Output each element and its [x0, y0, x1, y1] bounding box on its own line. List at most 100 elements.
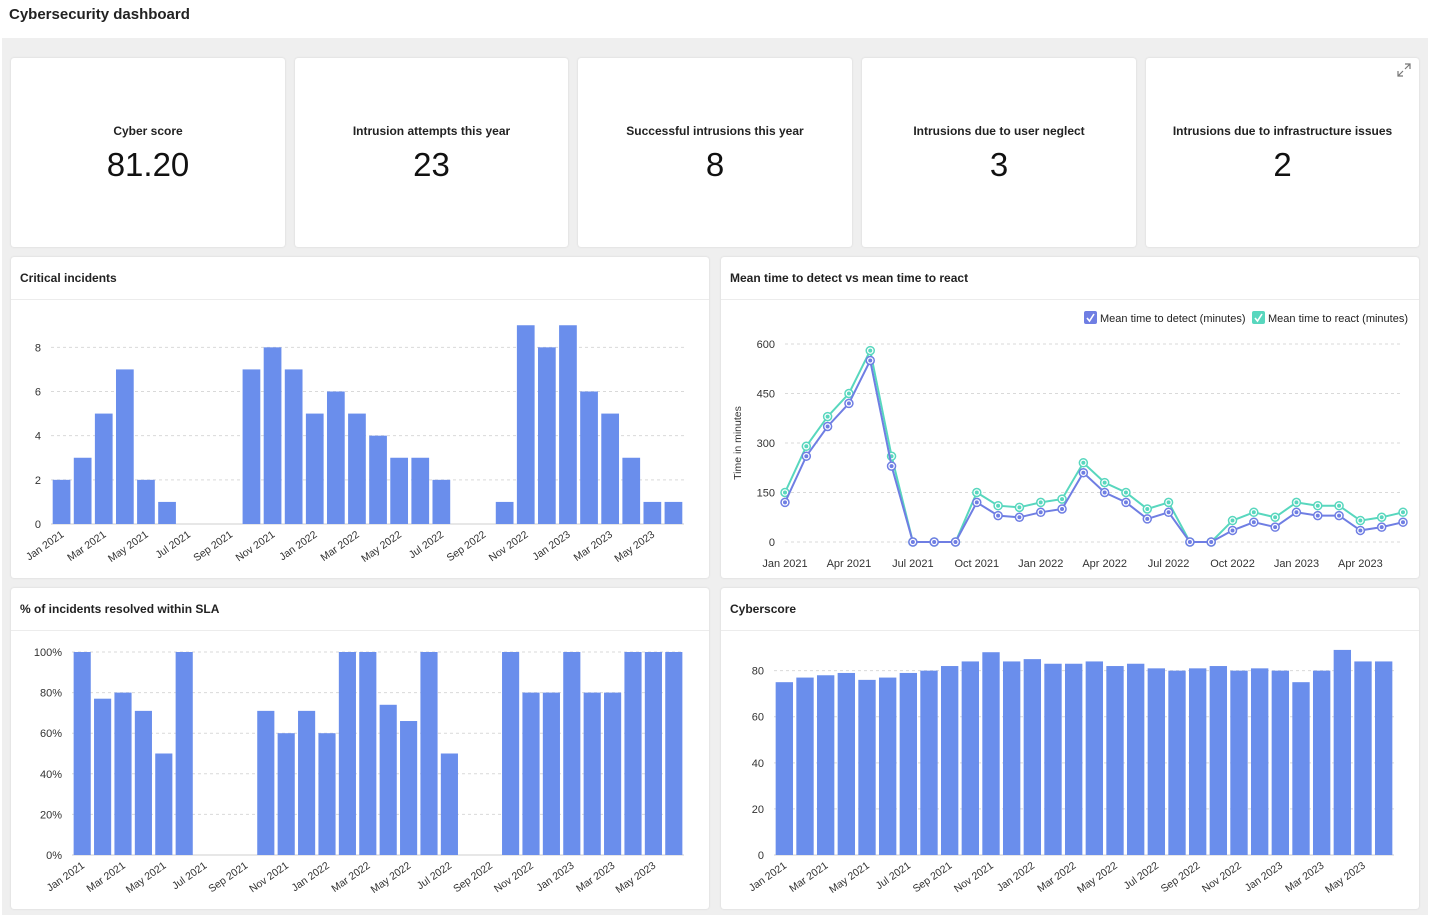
kpi-card-cyber-score[interactable]: Cyber score 81.20: [11, 58, 285, 247]
x-tick-label: Nov 2021: [234, 529, 278, 565]
data-point-center: [846, 391, 851, 396]
kpi-card-successful-intrusions[interactable]: Successful intrusions this year 8: [578, 58, 852, 247]
kpi-label: Intrusions due to infrastructure issues: [1172, 124, 1393, 138]
bar: [284, 369, 303, 524]
series-line: [784, 347, 1404, 543]
x-tick-label: May 2021: [827, 860, 872, 896]
legend-checkbox: [1084, 311, 1097, 324]
legend-label: Mean time to detect (minutes): [1100, 313, 1246, 325]
bar: [622, 457, 641, 524]
data-point-center: [1145, 507, 1150, 511]
data-point-center: [1379, 525, 1384, 530]
bar: [1064, 663, 1083, 855]
bar: [899, 672, 918, 855]
x-tick-label: Nov 2021: [247, 860, 291, 896]
data-point-center: [974, 490, 979, 495]
y-tick-label: 150: [757, 488, 775, 500]
panel-divider: [721, 299, 1419, 300]
bar: [1271, 670, 1290, 855]
bar: [298, 710, 316, 855]
x-tick-label: Mar 2023: [574, 860, 617, 895]
data-point-center: [1209, 540, 1214, 544]
x-tick-label: Jan 2023: [534, 860, 576, 895]
kpi-card-intrusion-attempts[interactable]: Intrusion attempts this year 23: [295, 58, 568, 247]
data-point-center: [825, 414, 830, 419]
data-point-center: [1017, 515, 1022, 520]
data-point-center: [1102, 480, 1107, 485]
x-tick-label: Sep 2021: [191, 529, 235, 565]
x-tick-label: Mar 2022: [329, 860, 372, 895]
check-icon: [1254, 313, 1263, 323]
bar: [580, 391, 598, 524]
kpi-value: 23: [413, 146, 450, 183]
data-point-center: [1294, 500, 1299, 505]
top-bar: Cybersecurity dashboard: [0, 0, 1430, 38]
bar: [432, 479, 451, 524]
x-tick-label: May 2023: [612, 529, 657, 565]
panel-title: % of incidents resolved within SLA: [20, 602, 220, 616]
bar: [542, 692, 560, 855]
x-tick-label: Jan 2021: [762, 558, 807, 570]
x-tick-label: Oct 2022: [1210, 558, 1255, 570]
bar: [440, 753, 458, 855]
bar: [115, 369, 134, 524]
bar: [604, 692, 622, 855]
x-tick-label: Nov 2022: [1200, 860, 1244, 896]
data-point-center: [1060, 497, 1065, 502]
y-tick-label: 600: [757, 339, 775, 351]
data-point-center: [1358, 528, 1363, 533]
x-tick-label: Jan 2023: [1243, 860, 1285, 895]
bar: [94, 698, 112, 855]
x-tick-label: Mar 2023: [572, 529, 615, 564]
bar: [73, 457, 92, 524]
x-tick-label: Sep 2022: [451, 860, 495, 896]
bar: [644, 652, 662, 855]
kpi-card-user-neglect[interactable]: Intrusions due to user neglect 3: [862, 58, 1136, 247]
data-point-center: [868, 358, 873, 363]
bar: [1209, 666, 1228, 855]
x-tick-label: Nov 2022: [487, 529, 531, 565]
bar: [665, 652, 683, 855]
data-point-center: [1401, 520, 1405, 525]
bar: [1147, 668, 1166, 855]
data-point-center: [1038, 500, 1043, 505]
data-point-center: [1081, 460, 1086, 465]
expand-icon[interactable]: [1397, 63, 1411, 77]
x-tick-label: Jan 2023: [530, 529, 572, 564]
bar: [1023, 659, 1042, 855]
data-point-center: [1315, 503, 1320, 508]
x-tick-label: Mar 2023: [1283, 860, 1326, 895]
data-point-center: [1166, 500, 1171, 505]
kpi-card-infrastructure-issues[interactable]: Intrusions due to infrastructure issues …: [1146, 58, 1419, 247]
mttd-vs-mttr-chart: 0 150 300 450 600 Jan 2021 Apr 2021 Jul 2021 Oct…: [732, 311, 1408, 570]
panel-divider: [11, 299, 709, 300]
bar: [601, 413, 620, 524]
data-point-center: [1251, 520, 1256, 525]
kpi-label: Intrusion attempts this year: [352, 124, 511, 138]
bar: [1250, 668, 1269, 855]
x-tick-label: Sep 2021: [206, 860, 250, 896]
bar: [175, 652, 193, 855]
data-point-center: [953, 540, 958, 544]
x-tick-label: May 2023: [1323, 860, 1368, 896]
x-tick-label: Oct 2021: [954, 558, 999, 570]
data-point-center: [889, 464, 894, 469]
y-tick-label: 8: [35, 342, 41, 354]
data-point-center: [783, 500, 787, 505]
kpi-label: Intrusions due to user neglect: [913, 124, 1085, 138]
data-point-center: [825, 424, 830, 429]
y-tick-label: 300: [757, 438, 775, 450]
x-tick-label: Jan 2021: [24, 529, 66, 564]
x-tick-label: Jul 2021: [153, 529, 193, 562]
bar: [1126, 663, 1145, 855]
bar: [1333, 649, 1352, 855]
bar: [155, 753, 173, 855]
bar: [563, 652, 581, 855]
bar: [369, 435, 387, 524]
x-tick-label: May 2021: [106, 529, 151, 565]
bar: [583, 692, 601, 855]
bar: [1354, 661, 1372, 855]
legend-checkbox: [1252, 311, 1265, 324]
